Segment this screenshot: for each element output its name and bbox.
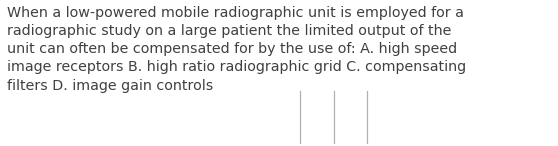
Text: When a low-powered mobile radiographic unit is employed for a
radiographic study: When a low-powered mobile radiographic u… — [7, 6, 466, 93]
